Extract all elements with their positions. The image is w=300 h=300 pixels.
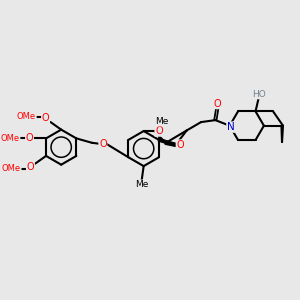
- Text: O: O: [176, 140, 184, 150]
- Text: O: O: [155, 126, 163, 136]
- Text: O: O: [99, 139, 107, 149]
- Text: O: O: [42, 113, 50, 123]
- Text: O: O: [27, 162, 34, 172]
- Text: OMe: OMe: [17, 112, 36, 121]
- Text: Me: Me: [155, 117, 169, 126]
- Text: OMe: OMe: [1, 134, 20, 143]
- Text: HO: HO: [252, 90, 266, 99]
- Text: N: N: [227, 122, 235, 132]
- Text: Me: Me: [135, 180, 148, 189]
- Text: OMe: OMe: [2, 164, 21, 173]
- Text: O: O: [214, 98, 221, 109]
- Text: O: O: [26, 134, 33, 143]
